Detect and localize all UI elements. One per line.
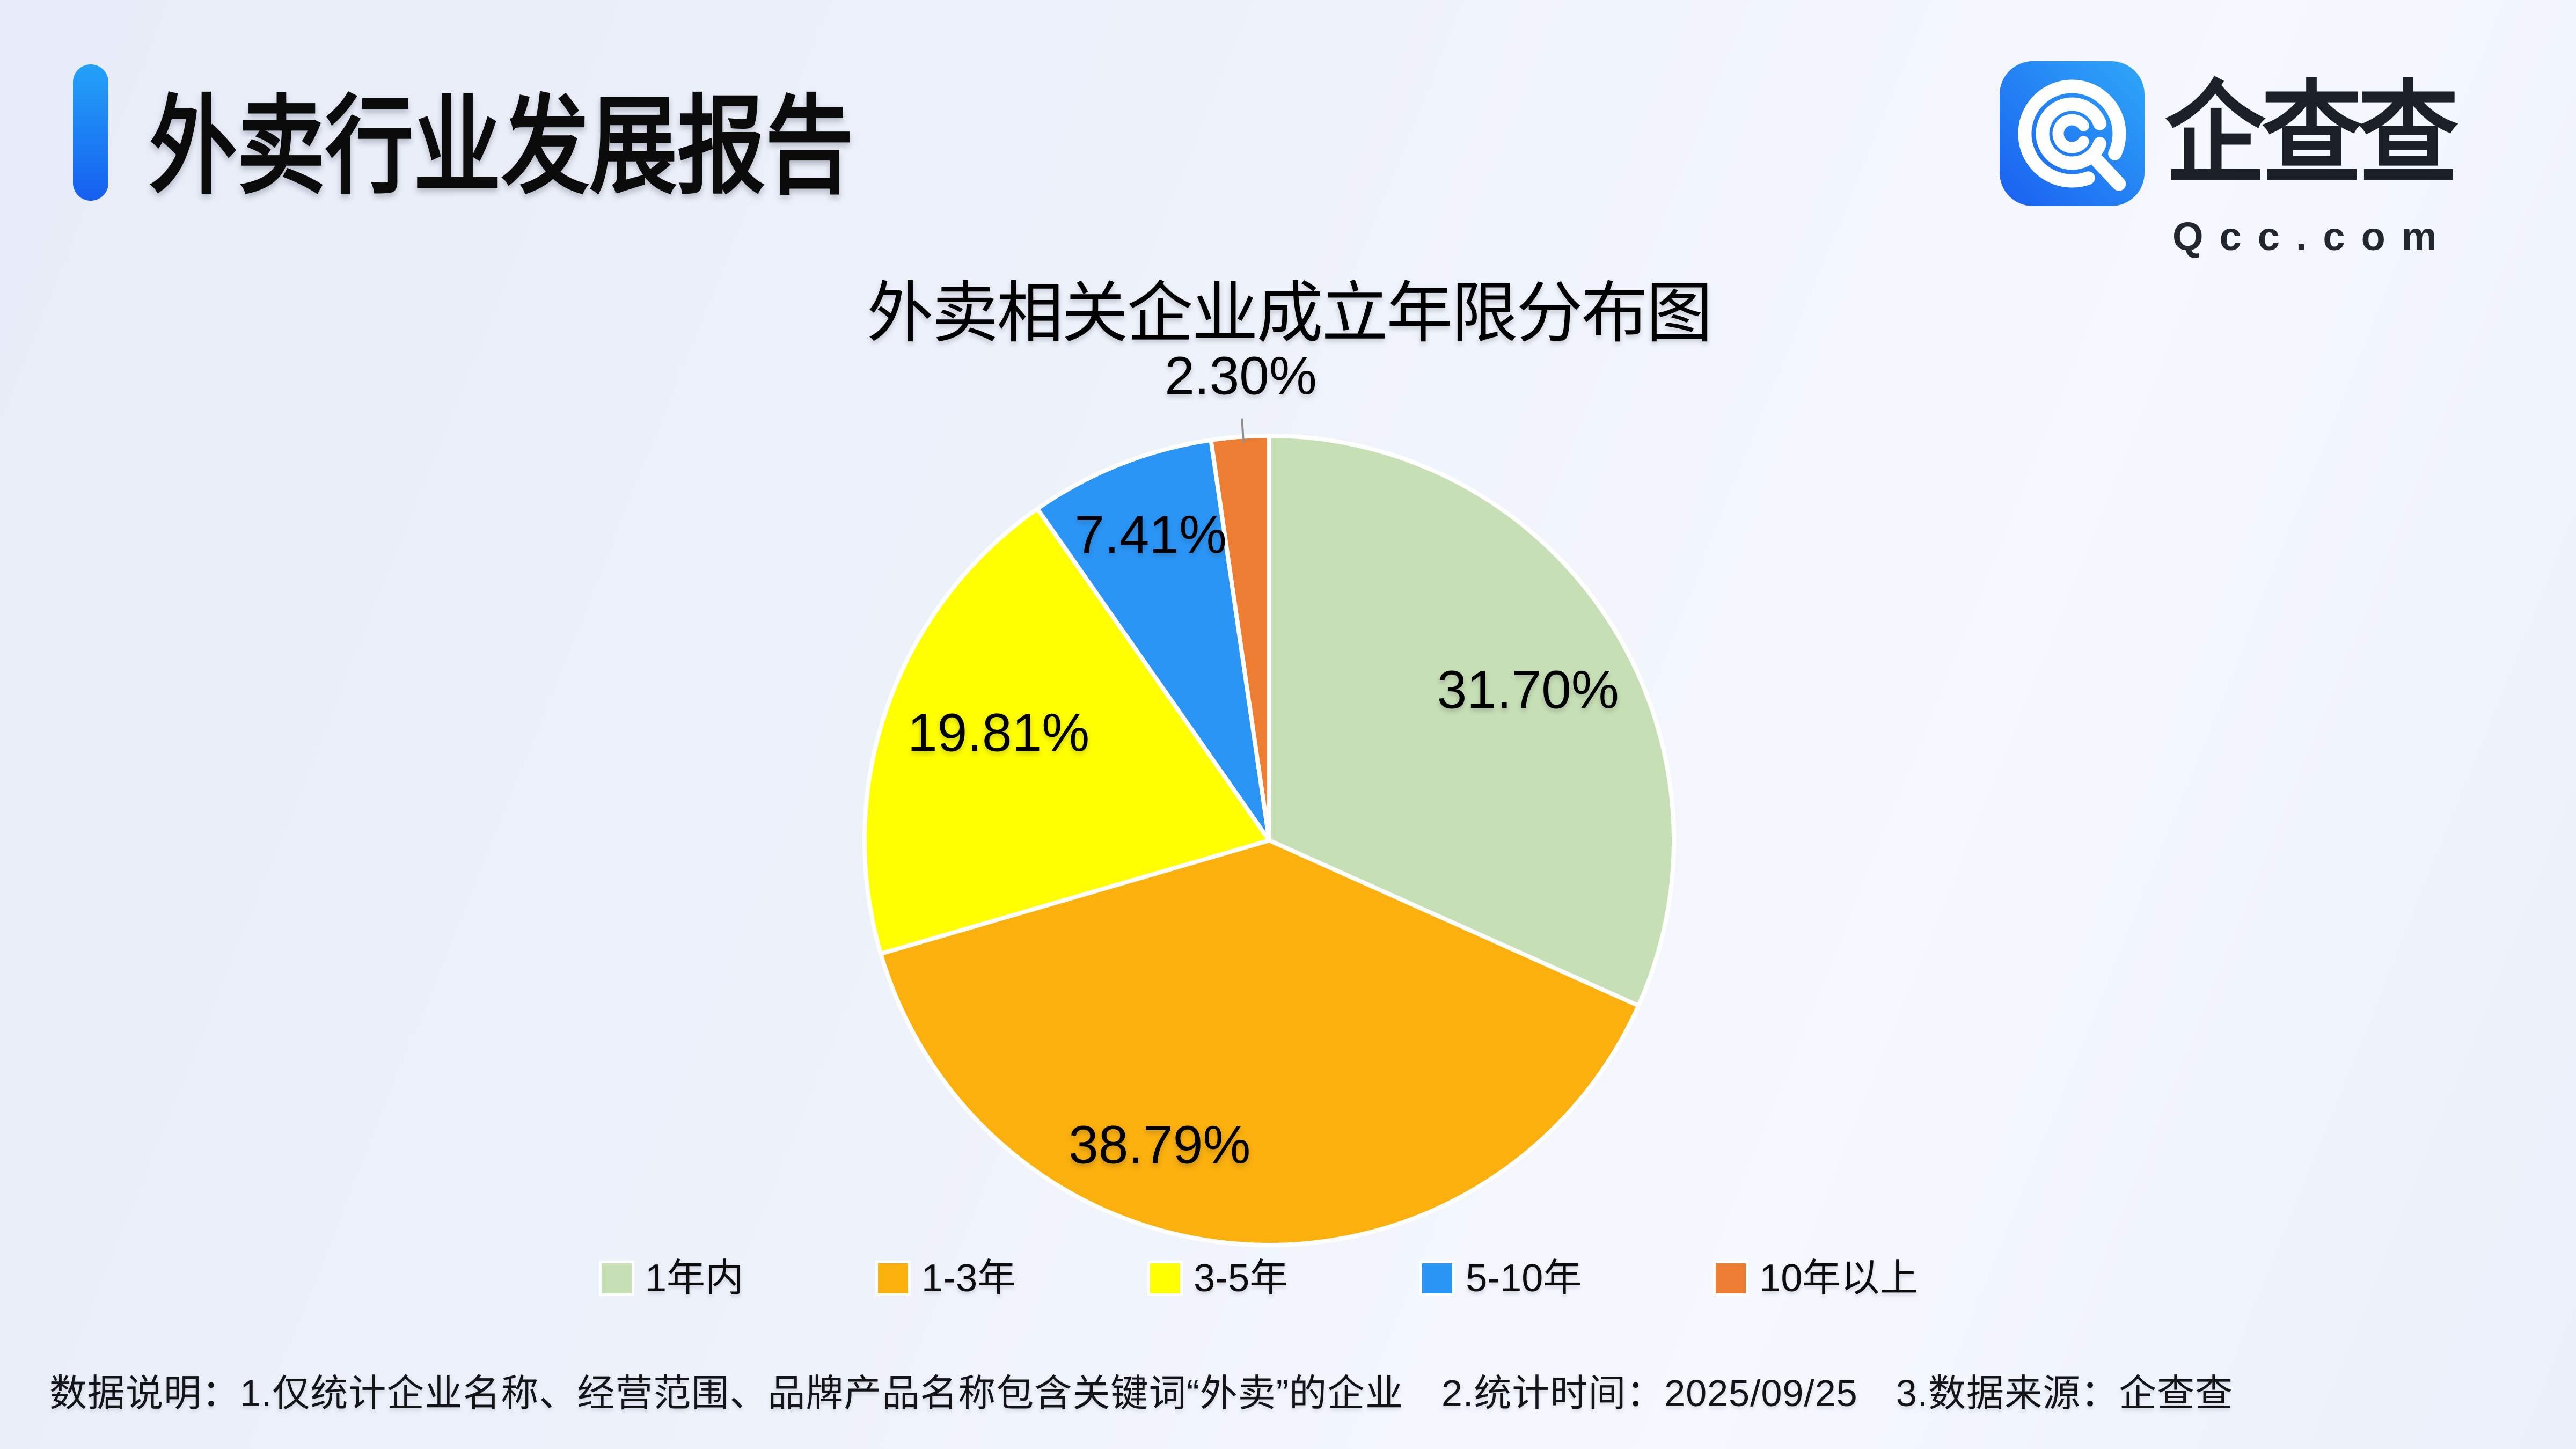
title-accent-bar bbox=[73, 64, 108, 201]
logo-domain-text: Qcc.com bbox=[2172, 214, 2453, 259]
legend-item-10年以上: 10年以上 bbox=[1713, 1259, 1918, 1298]
legend-label-5-10年: 5-10年 bbox=[1466, 1257, 1582, 1300]
legend-swatch-10年以上 bbox=[1713, 1261, 1749, 1296]
logo-q-mark bbox=[2018, 79, 2126, 191]
legend-label-1-3年: 1-3年 bbox=[921, 1257, 1016, 1300]
legend-item-5-10年: 5-10年 bbox=[1419, 1259, 1582, 1298]
pie-value-label-1-3年: 38.79% bbox=[1069, 1115, 1250, 1175]
pie-value-label-10年以上: 2.30% bbox=[1165, 346, 1317, 406]
legend-swatch-1年内 bbox=[599, 1261, 634, 1296]
label-leader-line bbox=[1241, 418, 1245, 443]
legend-item-1年内: 1年内 bbox=[599, 1259, 744, 1298]
pie-slice-10年以上 bbox=[1209, 434, 1271, 843]
legend-swatch-3-5年 bbox=[1147, 1261, 1183, 1296]
pie-slice-1-3年 bbox=[879, 838, 1641, 1247]
legend-label-3-5年: 3-5年 bbox=[1194, 1257, 1289, 1300]
logo-brand-text: 企查查 bbox=[2165, 72, 2458, 197]
pie-slice-1年内 bbox=[1267, 434, 1676, 1008]
legend-label-10年以上: 10年以上 bbox=[1759, 1257, 1919, 1300]
qcc-logo-icon bbox=[2000, 61, 2145, 206]
chart-title: 外卖相关企业成立年限分布图 bbox=[867, 276, 1713, 350]
legend-label-1年内: 1年内 bbox=[645, 1257, 744, 1300]
legend-swatch-5-10年 bbox=[1419, 1261, 1455, 1296]
pie-value-label-1年内: 31.70% bbox=[1437, 660, 1619, 720]
legend: 1年内 1-3年 3-5年 5-10年 10年以上 bbox=[599, 1259, 1918, 1298]
legend-item-3-5年: 3-5年 bbox=[1147, 1259, 1288, 1298]
legend-swatch-1-3年 bbox=[875, 1261, 911, 1296]
page-title: 外卖行业发展报告 bbox=[149, 87, 854, 207]
data-note: 数据说明：1.仅统计企业名称、经营范围、品牌产品名称包含关键词“外卖”的企业 2… bbox=[49, 1372, 2234, 1414]
pie-value-label-5-10年: 7.41% bbox=[1074, 505, 1227, 565]
pie-value-label-3-5年: 19.81% bbox=[908, 702, 1089, 763]
legend-item-1-3年: 1-3年 bbox=[875, 1259, 1016, 1298]
pie-slice-3-5年 bbox=[862, 507, 1271, 956]
pie-slice-5-10年 bbox=[1035, 437, 1271, 843]
